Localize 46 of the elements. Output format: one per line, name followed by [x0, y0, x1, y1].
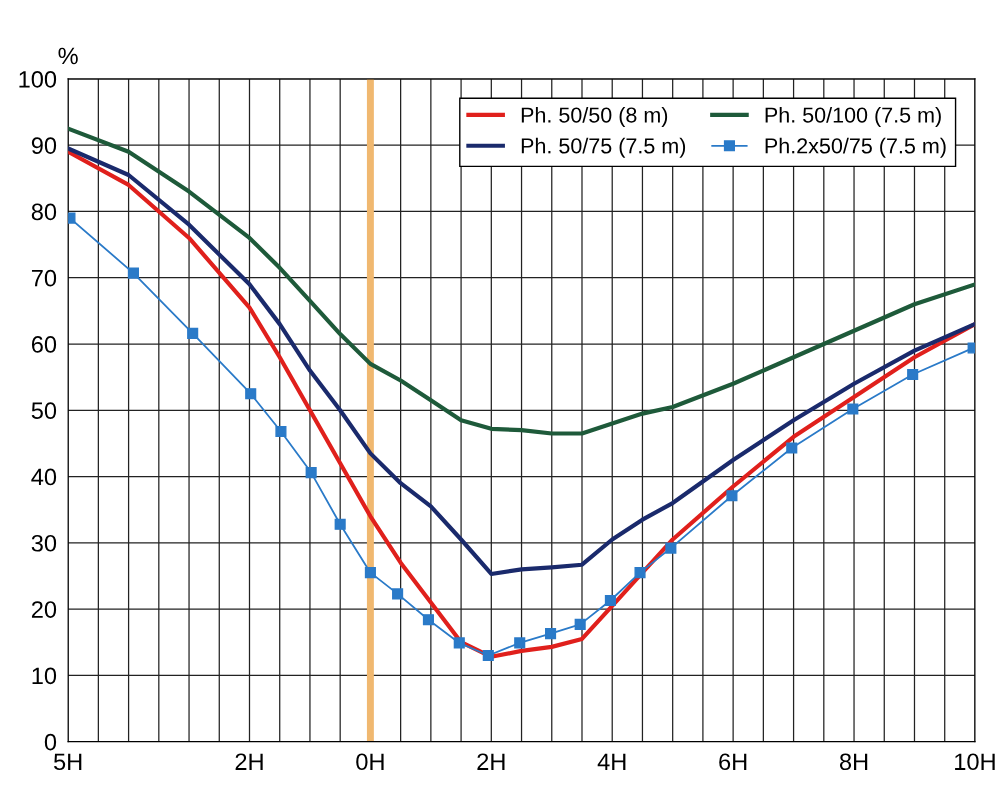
x-tick-label: 0H — [356, 753, 384, 771]
x-tick-label: 4H — [597, 753, 626, 770]
point — [187, 327, 199, 339]
point — [334, 518, 346, 530]
point — [726, 490, 738, 502]
x-tick-label: 6H — [719, 753, 747, 771]
x-tick-label: 2H — [477, 753, 505, 770]
legend-label: Ph.2x50/75 (7.5 m) — [765, 137, 946, 158]
y-tick-label: 80 — [31, 203, 57, 221]
y-tick-label: 50 — [31, 402, 57, 420]
y-tick-label: 40 — [31, 468, 57, 486]
point — [275, 425, 287, 438]
y-tick-label: 10 — [32, 667, 57, 685]
point — [847, 403, 859, 415]
point — [786, 442, 798, 454]
point — [907, 368, 919, 381]
point — [634, 567, 646, 579]
y-tick-label: 70 — [31, 269, 57, 287]
point — [453, 637, 465, 649]
y-axis-title: % — [58, 47, 78, 65]
point — [545, 628, 557, 640]
y-tick-label: 60 — [31, 336, 57, 353]
y-tick-label: 100 — [19, 70, 57, 88]
y-tick-label: 20 — [31, 601, 57, 618]
legend-label: Ph. 50/100 (7.5 m) — [765, 106, 941, 127]
point — [127, 267, 139, 279]
legend-label: Ph. 50/75 (7.5 m) — [521, 137, 686, 158]
x-tick-label: 8H — [839, 753, 868, 771]
line-series — [68, 126, 975, 436]
x-tick-label: 10H — [955, 753, 995, 771]
point — [482, 649, 494, 662]
x-tick-label: 2H — [235, 753, 263, 770]
point — [364, 567, 376, 579]
legend-label: Ph. 50/50 (8 m) — [521, 106, 668, 127]
point — [392, 588, 404, 600]
y-tick-label: 0 — [44, 733, 57, 751]
y-tick-label: 90 — [31, 137, 57, 154]
x-tick-label: 5H — [53, 753, 82, 771]
point — [665, 542, 677, 554]
point — [305, 467, 317, 479]
point — [604, 594, 616, 607]
point — [574, 618, 586, 630]
point — [245, 388, 257, 400]
point — [422, 614, 434, 626]
y-tick-label: 30 — [31, 534, 57, 552]
point — [514, 637, 526, 649]
